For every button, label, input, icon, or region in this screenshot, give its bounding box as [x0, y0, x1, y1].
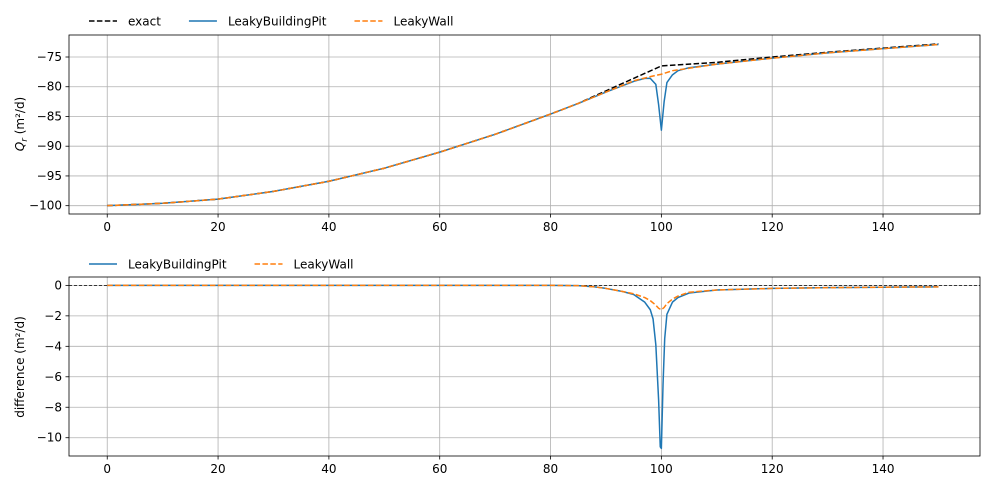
- bottom-grid: [69, 277, 980, 456]
- y-tick-label: −2: [44, 309, 62, 323]
- x-tick-label: 0: [103, 220, 111, 234]
- x-tick-label: 60: [432, 462, 447, 476]
- x-tick-label: 20: [210, 220, 225, 234]
- bottom-x-ticks: 0 20 40 60 80 100 120 140: [103, 456, 894, 476]
- y-tick-label: −85: [37, 109, 62, 123]
- legend-label: LeakyWall: [294, 258, 354, 272]
- top-y-label-sub: r: [20, 137, 30, 142]
- x-tick-label: 140: [872, 462, 895, 476]
- top-x-ticks: 0 20 40 60 80 100 120 140: [103, 214, 894, 234]
- series-line-leakybuildingpit: [107, 284, 939, 450]
- x-tick-label: 20: [210, 462, 225, 476]
- bottom-axes-frame: [68, 276, 981, 457]
- x-tick-label: 140: [872, 220, 895, 234]
- top-y-label-unit: (m²/d): [13, 97, 27, 138]
- y-tick-label: 0: [54, 278, 62, 292]
- x-tick-label: 0: [103, 462, 111, 476]
- y-tick-label: −4: [44, 339, 62, 353]
- top-panel: 0 20 40 60 80 100 120 140 −100 −95 −90 −85 −80 −75 Q…: [13, 15, 981, 234]
- legend-label: LeakyBuildingPit: [228, 15, 327, 29]
- y-tick-label: −95: [37, 169, 62, 183]
- top-y-ticks: −100 −95 −90 −85 −80 −75: [29, 50, 69, 213]
- legend-label: LeakyBuildingPit: [128, 258, 227, 272]
- x-tick-label: 80: [543, 462, 558, 476]
- y-tick-label: −90: [37, 139, 62, 153]
- x-tick-label: 100: [650, 462, 673, 476]
- top-legend: exact LeakyBuildingPit LeakyWall: [89, 15, 453, 29]
- x-tick-label: 120: [761, 220, 784, 234]
- top-grid: [69, 35, 980, 214]
- x-tick-label: 40: [321, 220, 336, 234]
- bottom-legend: LeakyBuildingPit LeakyWall: [89, 258, 353, 272]
- x-tick-label: 120: [761, 462, 784, 476]
- y-tick-label: −80: [37, 80, 62, 94]
- bottom-y-ticks: 0 −2 −4 −6 −8 −10: [37, 278, 69, 445]
- series-line-leakywall: [107, 43, 939, 207]
- y-tick-label: −100: [29, 199, 62, 213]
- x-tick-label: 100: [650, 220, 673, 234]
- y-tick-label: −6: [44, 370, 62, 384]
- y-tick-label: −8: [44, 400, 62, 414]
- legend-label: exact: [128, 15, 161, 29]
- bottom-panel: 0 20 40 60 80 100 120 140 0 −2 −4 −6 −8 −10 differen…: [13, 258, 981, 476]
- top-axes-frame: [68, 34, 981, 215]
- y-tick-label: −10: [37, 431, 62, 445]
- bottom-series: [107, 284, 939, 450]
- legend-label: LeakyWall: [393, 15, 453, 29]
- top-series: [107, 43, 939, 207]
- bottom-y-axis-label: difference (m²/d): [13, 316, 27, 418]
- x-tick-label: 40: [321, 462, 336, 476]
- top-y-axis-label: Qr (m²/d): [13, 97, 30, 152]
- y-tick-label: −75: [37, 50, 62, 64]
- series-line-leakywall: [107, 284, 939, 311]
- top-y-label-main: Q: [13, 142, 27, 151]
- x-tick-label: 80: [543, 220, 558, 234]
- series-line-leakybuildingpit: [107, 43, 939, 207]
- x-tick-label: 60: [432, 220, 447, 234]
